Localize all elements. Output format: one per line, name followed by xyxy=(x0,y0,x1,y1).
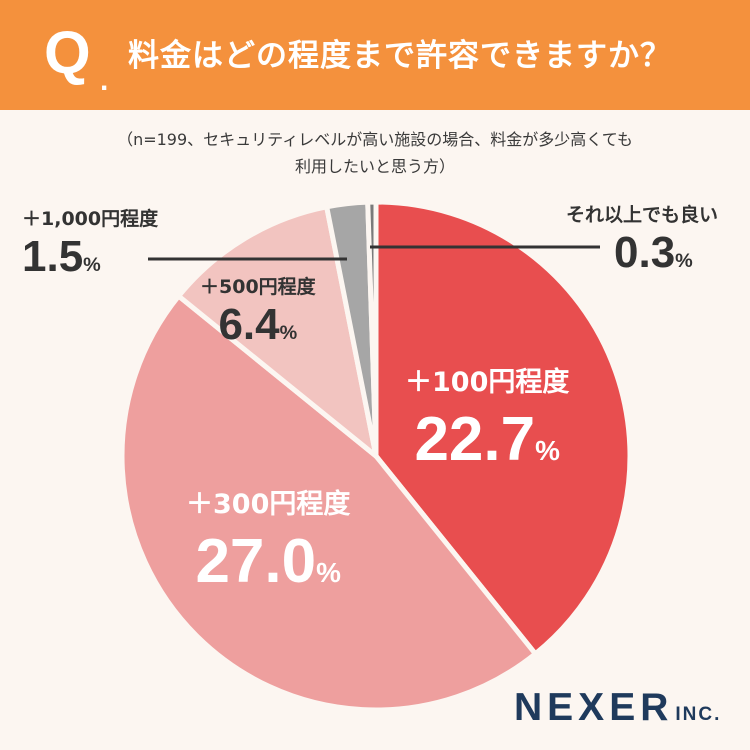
slice-value-100: 22.7% xyxy=(405,409,569,471)
slice-label-1000: ＋1,000円程度 1.5% xyxy=(22,204,158,279)
pie-slice-more xyxy=(365,199,379,459)
slice-unit-100: % xyxy=(535,435,560,466)
slice-value-300: 27.0% xyxy=(186,531,350,593)
slice-category-1000: ＋1,000円程度 xyxy=(22,208,159,230)
logo-main: NEXER xyxy=(514,686,674,729)
slice-label-300: ＋300円程度 27.0% xyxy=(186,482,350,593)
leader-lines xyxy=(148,245,600,261)
slice-category-100: ＋100円程度 xyxy=(405,367,570,398)
q-dot: . xyxy=(100,64,109,97)
slice-unit-1000: % xyxy=(83,254,101,276)
slice-category-500: ＋500円程度 xyxy=(200,276,316,298)
slice-label-more: それ以上でも良い 0.3% xyxy=(566,200,718,275)
survey-note: （n=199、セキュリティレベルが高い施設の場合、料金が多少高くても 利用したい… xyxy=(0,126,750,180)
slice-number-1000: 1.5 xyxy=(22,232,84,281)
survey-note-line-2: 利用したいと思う方） xyxy=(294,157,455,176)
slice-category-300: ＋300円程度 xyxy=(186,489,351,520)
slice-value-1000: 1.5% xyxy=(22,235,158,279)
q-letter: Q xyxy=(44,19,91,86)
question-text: 料金はどの程度まで許容できますか？ xyxy=(128,38,672,74)
nexer-logo: NEXER INC. xyxy=(514,686,721,730)
slice-unit-300: % xyxy=(316,557,341,588)
slice-number-300: 27.0 xyxy=(195,527,317,596)
pie-slice-100 xyxy=(373,199,633,657)
survey-note-line-1: （n=199、セキュリティレベルが高い施設の場合、料金が多少高くても xyxy=(117,130,633,149)
pie-slice-500 xyxy=(176,204,379,459)
slice-number-500: 6.4 xyxy=(218,300,280,349)
slice-unit-more: % xyxy=(675,250,693,272)
slice-value-more: 0.3% xyxy=(614,231,718,275)
logo-sub: INC. xyxy=(675,704,722,725)
slice-category-more: それ以上でも良い xyxy=(566,204,719,226)
slice-label-500: ＋500円程度 6.4% xyxy=(200,272,316,347)
slice-value-500: 6.4% xyxy=(200,303,316,347)
q-badge: Q . xyxy=(44,19,108,96)
slice-unit-500: % xyxy=(279,322,298,344)
pie-slices xyxy=(119,199,633,713)
pie-slice-300 xyxy=(119,293,538,713)
slice-number-100: 22.7 xyxy=(414,405,536,474)
slice-number-more: 0.3 xyxy=(614,228,676,277)
slice-label-100: ＋100円程度 22.7% xyxy=(405,360,569,471)
question-header: Q . 料金はどの程度まで許容できますか？ xyxy=(0,0,750,110)
